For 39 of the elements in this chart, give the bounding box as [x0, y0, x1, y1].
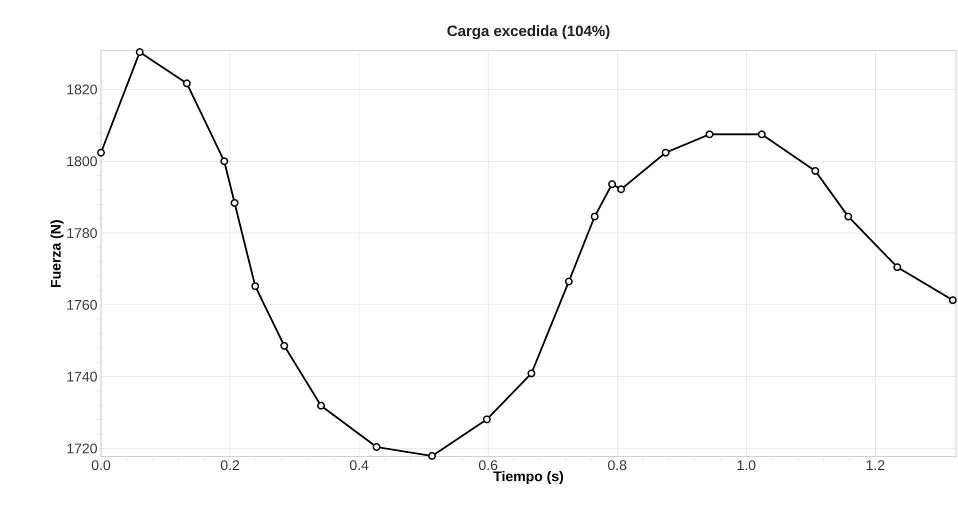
point [948, 296, 957, 304]
point [706, 130, 714, 138]
y-tick-label: 1780 [67, 228, 97, 238]
point [527, 369, 536, 378]
x-tick-label: 0.6 [478, 460, 498, 470]
point [590, 212, 599, 220]
point [617, 185, 626, 194]
x-tick-label: 1.2 [866, 460, 884, 470]
point [230, 198, 239, 207]
x-tick-label: 1.0 [738, 460, 756, 470]
point [608, 180, 616, 188]
y-tick-label: 1740 [67, 372, 97, 382]
y-tick-label: 1760 [67, 300, 97, 310]
chart-title: Carga excedida (104%) [447, 25, 610, 40]
x-tick-label: 0.2 [220, 460, 240, 470]
x-tick-label: 0.4 [350, 460, 368, 470]
point [428, 452, 436, 460]
x-tick-label: 0.0 [92, 460, 110, 470]
y-tick-label: 1720 [67, 443, 97, 454]
point [97, 148, 105, 157]
y-axis-title: Fuerza (N) [50, 220, 64, 287]
point [136, 48, 144, 56]
point [182, 79, 191, 88]
point [317, 402, 325, 410]
point [662, 148, 670, 157]
point [811, 167, 820, 175]
x-tick-label: 0.8 [608, 460, 626, 470]
x-axis-title: Tiempo (s) [493, 470, 564, 484]
point [280, 342, 288, 350]
y-tick-label: 1800 [67, 156, 97, 166]
point [758, 130, 766, 138]
point [564, 278, 573, 286]
point [893, 263, 902, 272]
point [482, 415, 491, 424]
point [844, 212, 852, 220]
point [251, 282, 260, 290]
y-tick-label: 1820 [67, 84, 97, 94]
point [220, 157, 228, 166]
point [372, 443, 380, 451]
